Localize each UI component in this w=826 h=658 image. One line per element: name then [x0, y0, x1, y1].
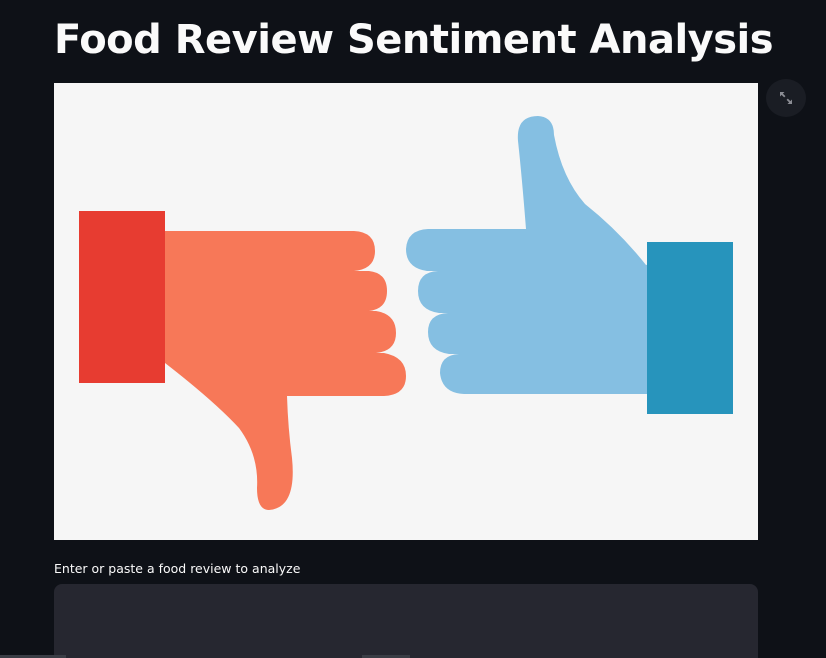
thumbs-up-hand [406, 116, 654, 394]
review-textarea[interactable] [54, 584, 758, 658]
review-input-label: Enter or paste a food review to analyze [54, 561, 301, 576]
hero-image [54, 83, 758, 540]
scroll-mark [362, 655, 410, 658]
thumbs-illustration [79, 116, 733, 510]
page-title: Food Review Sentiment Analysis [54, 17, 774, 63]
thumbs-down-cuff [79, 211, 165, 383]
thumbs-down-hand [165, 231, 406, 510]
expand-icon [779, 91, 793, 105]
scroll-mark [0, 655, 66, 658]
scroll-indicator [0, 655, 826, 658]
thumbs-up-cuff [647, 242, 733, 414]
fullscreen-button[interactable] [766, 79, 806, 117]
